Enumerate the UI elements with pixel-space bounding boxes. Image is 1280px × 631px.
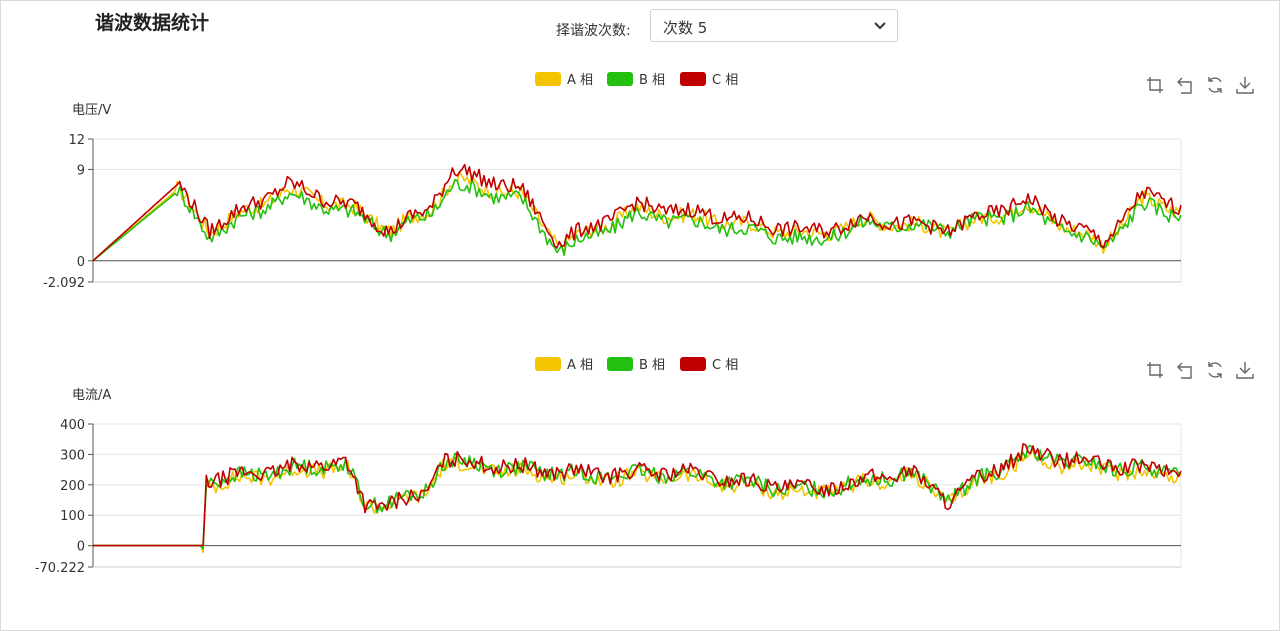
- legend-label-phase-a[interactable]: A 相: [567, 358, 593, 373]
- current-y-tick-label: 300: [60, 448, 85, 463]
- voltage-y-tick-label: 0: [77, 255, 85, 270]
- voltage-y-axis-label: 电压/V: [72, 103, 111, 118]
- current-toolbox: [1146, 361, 1254, 379]
- voltage-y-axis: 12 9 0 -2.092: [43, 133, 94, 291]
- save-image-icon[interactable]: [1236, 76, 1254, 94]
- legend-swatch-phase-a[interactable]: [535, 72, 561, 86]
- voltage-toolbox: [1146, 76, 1254, 94]
- voltage-y-tick-label: 9: [77, 163, 85, 178]
- current-y-axis: 400 300 200 100 0 -70.222: [35, 418, 94, 576]
- voltage-chart: A 相B 相C 相电压/V1290-2.09211-07202411-10202…: [43, 72, 1254, 291]
- zoom-icon[interactable]: [1146, 76, 1164, 94]
- current-y-tick-label: 200: [60, 479, 85, 494]
- current-y-tick-label: 0: [77, 540, 85, 555]
- legend-label-phase-c[interactable]: C 相: [712, 73, 738, 88]
- current-y-tick-label: 400: [60, 418, 85, 433]
- zoom-reset-icon[interactable]: [1176, 361, 1194, 379]
- voltage-series-phase-c: [92, 163, 1182, 262]
- legend-label-phase-b[interactable]: B 相: [639, 73, 665, 88]
- restore-icon[interactable]: [1206, 76, 1224, 94]
- legend-swatch-phase-a[interactable]: [535, 357, 561, 371]
- zoom-icon[interactable]: [1146, 361, 1164, 379]
- legend-swatch-phase-c[interactable]: [680, 357, 706, 371]
- legend-swatch-phase-b[interactable]: [607, 357, 633, 371]
- voltage-y-tick-label: -2.092: [43, 276, 85, 291]
- voltage-y-tick-label: 12: [68, 133, 85, 148]
- current-y-axis-label: 电流/A: [72, 388, 111, 403]
- harmonic-order-value: 次数 5: [663, 19, 708, 37]
- current-chart: A 相B 相C 相电流/A4003002001000-70.22211-0720…: [35, 357, 1254, 576]
- current-y-tick-label: 100: [60, 509, 85, 524]
- current-series-phase-a: [93, 449, 1182, 554]
- legend-label-phase-a[interactable]: A 相: [567, 73, 593, 88]
- chevron-down-icon: [874, 22, 886, 30]
- current-y-tick-label: -70.222: [35, 561, 85, 576]
- restore-icon[interactable]: [1206, 361, 1224, 379]
- harmonic-order-select[interactable]: 次数 5: [650, 9, 898, 42]
- legend-swatch-phase-c[interactable]: [680, 72, 706, 86]
- legend-label-phase-c[interactable]: C 相: [712, 358, 738, 373]
- legend-label-phase-b[interactable]: B 相: [639, 358, 665, 373]
- page-title: 谐波数据统计: [95, 12, 210, 34]
- voltage-series-phase-b: [92, 178, 1182, 262]
- save-image-icon[interactable]: [1236, 361, 1254, 379]
- zoom-reset-icon[interactable]: [1176, 76, 1194, 94]
- current-series-phase-b: [93, 444, 1182, 550]
- legend-swatch-phase-b[interactable]: [607, 72, 633, 86]
- current-series-phase-c: [93, 443, 1182, 547]
- harmonic-order-label: 择谐波次数:: [556, 23, 631, 39]
